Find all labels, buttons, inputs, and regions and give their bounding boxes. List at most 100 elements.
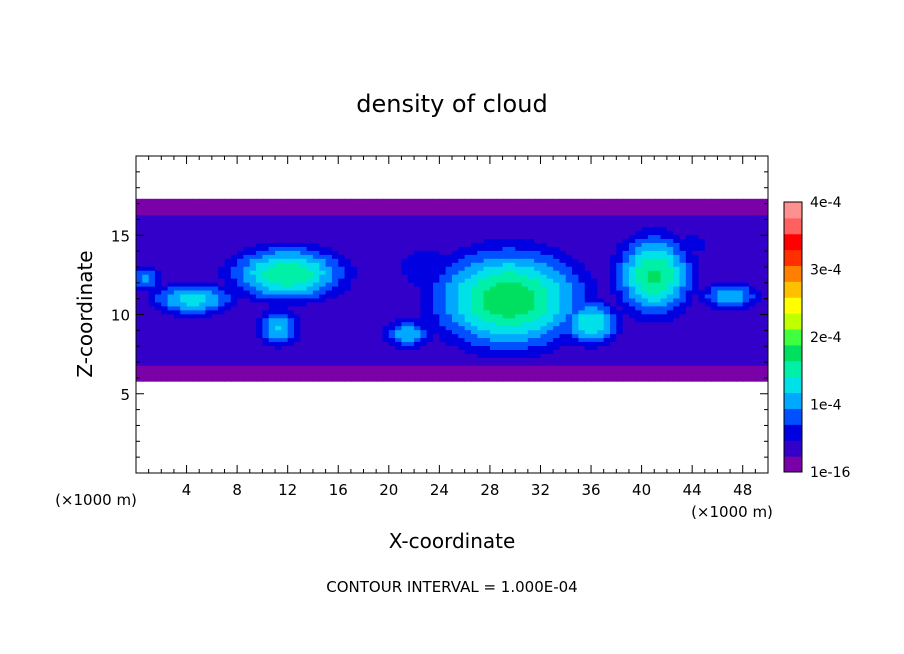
density-cell (742, 266, 750, 271)
density-cell (312, 250, 320, 255)
density-cell (249, 333, 257, 339)
density-cell (565, 305, 573, 311)
density-cell (470, 321, 478, 327)
density-cell (654, 313, 662, 319)
density-cell (742, 297, 750, 303)
density-cell (584, 305, 592, 311)
density-cell (161, 361, 169, 366)
density-cell (426, 226, 434, 232)
density-cell (306, 317, 314, 323)
density-cell (692, 301, 700, 307)
density-cell (470, 242, 478, 247)
density-cell (553, 210, 561, 216)
density-cell (395, 242, 403, 247)
density-cell (167, 325, 175, 331)
density-cell (755, 369, 763, 374)
density-cell (553, 357, 561, 362)
density-cell (249, 369, 257, 374)
density-cell (464, 258, 472, 263)
density-cell (704, 278, 712, 283)
density-cell (622, 234, 630, 240)
density-cell (211, 242, 219, 247)
density-cell (711, 262, 719, 267)
density-cell (287, 309, 295, 315)
density-cell (205, 369, 213, 374)
density-cell (540, 230, 548, 236)
density-cell (666, 357, 674, 362)
density-cell (496, 285, 504, 291)
density-cell (483, 333, 491, 339)
density-cell (559, 297, 567, 303)
density-cell (388, 329, 396, 335)
density-cell (666, 278, 674, 283)
density-cell (572, 369, 579, 374)
density-cell (489, 309, 497, 315)
density-cell (382, 202, 390, 208)
density-cell (591, 329, 598, 335)
density-cell (180, 246, 188, 251)
density-cell (243, 305, 251, 311)
density-cell (622, 198, 630, 204)
density-cell (477, 242, 485, 247)
density-cell (628, 361, 636, 366)
density-cell (376, 313, 384, 319)
density-cell (742, 246, 750, 251)
density-cell (407, 210, 415, 216)
density-cell (180, 341, 188, 346)
density-cell (742, 369, 750, 374)
density-cell (357, 262, 365, 267)
density-cell (338, 226, 346, 232)
density-cell (704, 238, 712, 243)
density-cell (452, 301, 459, 307)
density-cell (136, 254, 143, 259)
density-cell (546, 345, 554, 350)
density-cell (331, 369, 339, 374)
density-cell (742, 329, 750, 335)
density-cell (306, 321, 314, 327)
density-cell (205, 254, 213, 259)
density-cell (369, 329, 377, 335)
density-cell (584, 309, 592, 315)
density-cell (635, 254, 643, 259)
density-cell (136, 297, 143, 303)
density-cell (433, 333, 440, 339)
density-cell (572, 289, 579, 295)
density-cell (180, 317, 188, 323)
density-cell (673, 357, 681, 362)
density-cell (167, 321, 175, 327)
density-cell (344, 297, 352, 303)
density-cell (173, 285, 181, 291)
density-cell (142, 329, 150, 335)
density-cell (483, 301, 491, 307)
density-cell (761, 289, 768, 295)
density-cell (167, 329, 175, 335)
density-cell (502, 305, 510, 311)
density-cell (635, 222, 643, 228)
density-cell (186, 313, 194, 319)
density-cell (704, 357, 712, 362)
density-cell (414, 218, 421, 224)
density-cell (312, 369, 320, 374)
density-cell (553, 341, 561, 346)
density-cell (338, 242, 346, 247)
density-cell (136, 333, 143, 339)
density-cell (237, 246, 245, 251)
density-cell (521, 297, 529, 303)
density-cell (420, 242, 428, 247)
density-cell (167, 341, 175, 346)
density-cell (464, 282, 472, 287)
density-cell (382, 270, 390, 275)
density-cell (306, 230, 314, 236)
density-cell (306, 373, 314, 378)
density-cell (148, 282, 156, 287)
density-cell (414, 353, 421, 358)
density-cell (388, 218, 396, 224)
density-cell (464, 278, 472, 283)
density-cell (458, 198, 466, 204)
density-cell (603, 238, 611, 243)
density-cell (572, 198, 579, 204)
density-cell (262, 349, 270, 354)
density-cell (357, 301, 365, 307)
density-cell (199, 242, 207, 247)
density-cell (755, 238, 763, 243)
